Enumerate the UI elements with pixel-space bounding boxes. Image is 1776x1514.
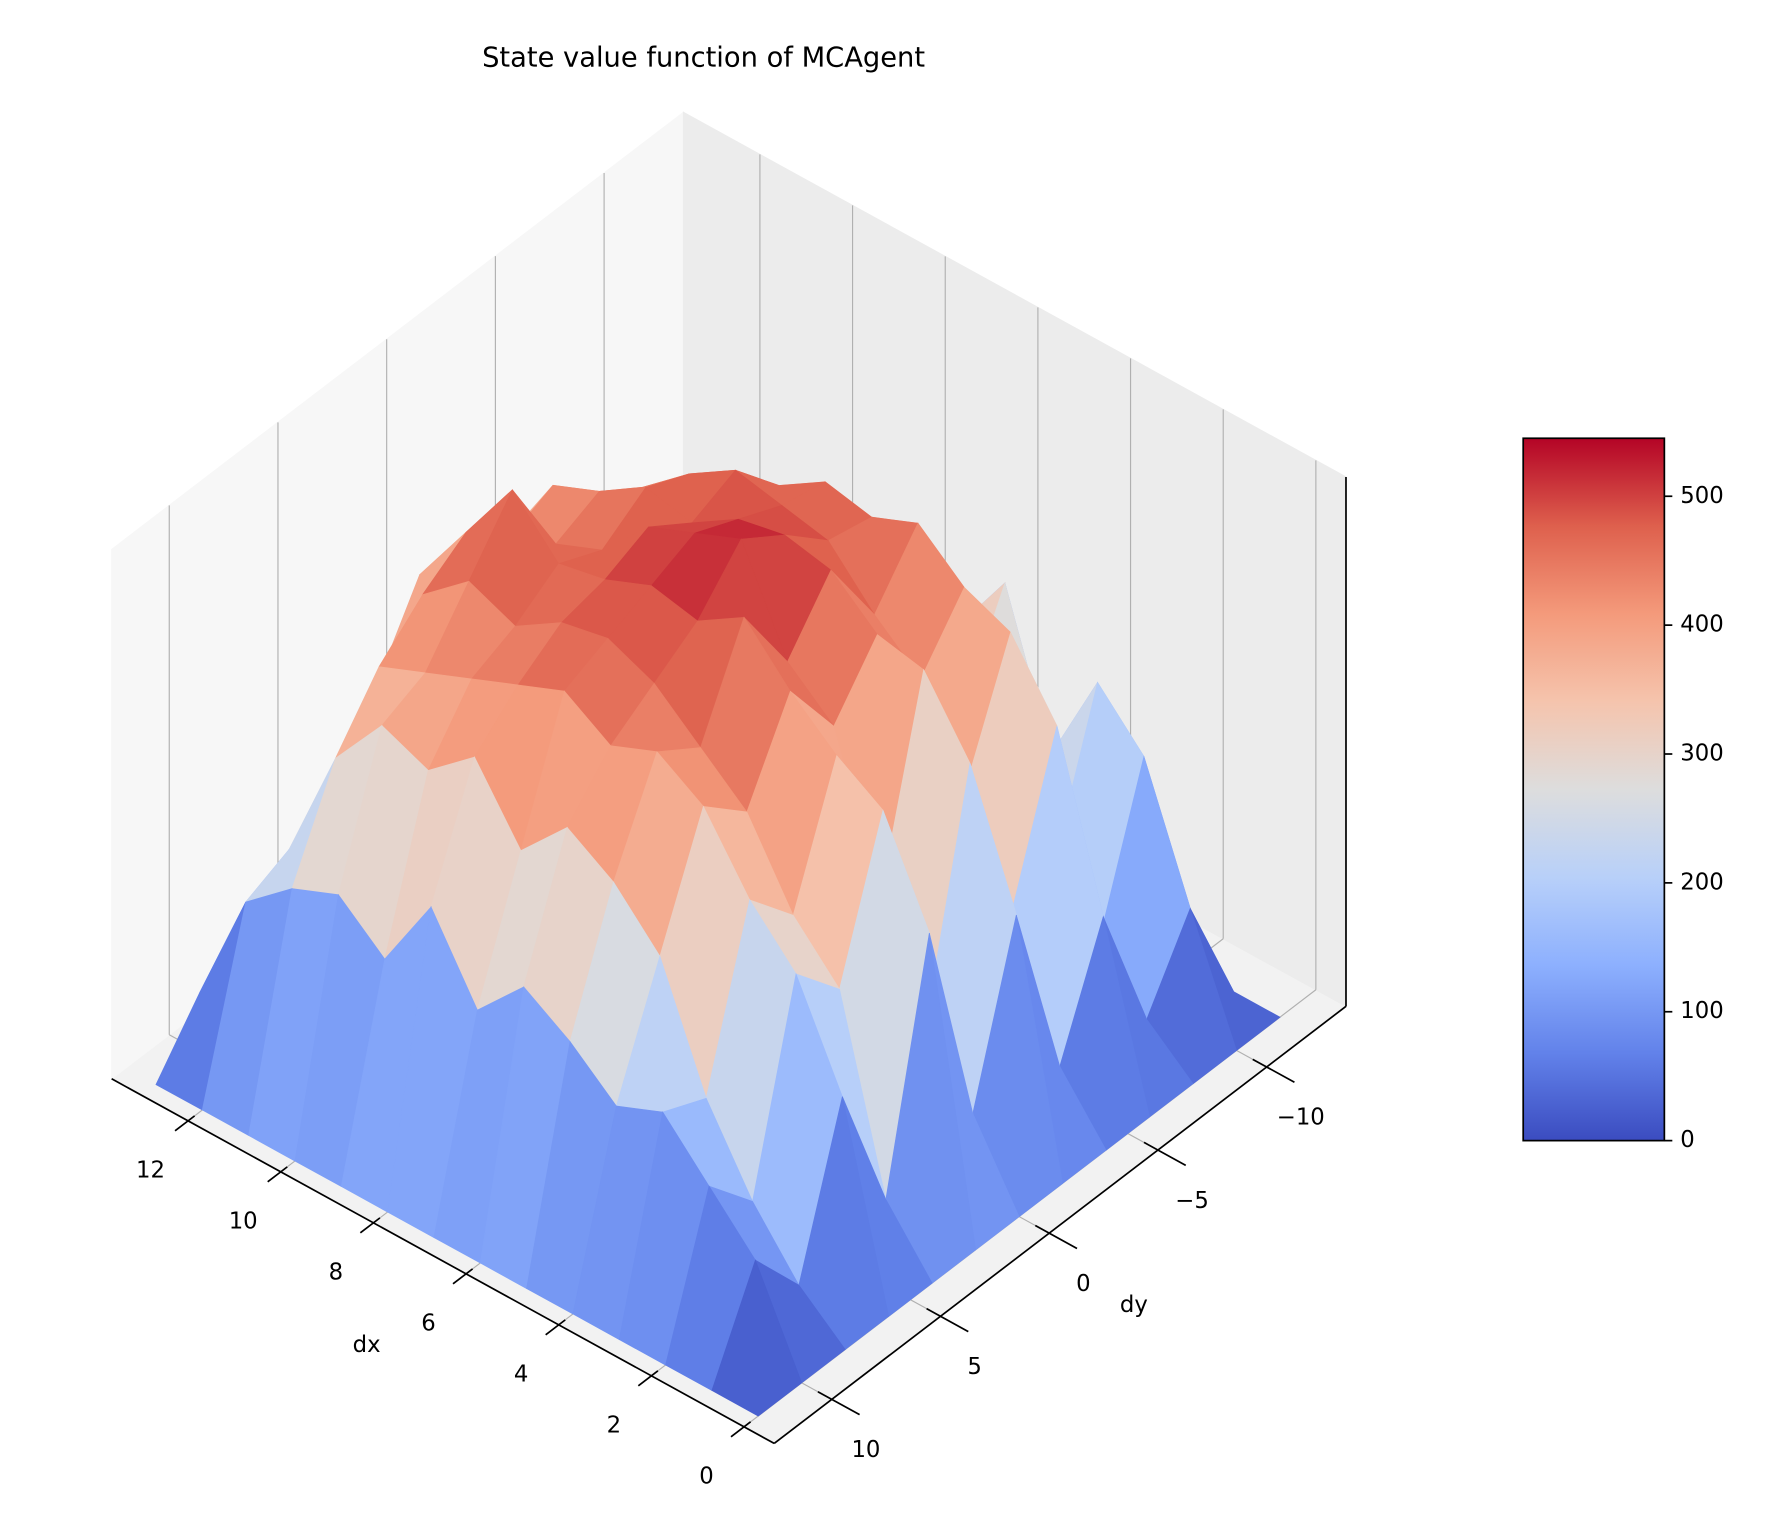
colorbar-tick-label: 400 (1680, 612, 1723, 638)
y-tick-label: −10 (1277, 1105, 1325, 1131)
x-tick (637, 1370, 659, 1387)
y-tick-label: 0 (1076, 1271, 1090, 1297)
x-tick-label: 8 (329, 1259, 343, 1285)
colorbar-tick-label: 500 (1680, 483, 1723, 509)
colorbar (1522, 437, 1666, 1142)
y-tick (1143, 1141, 1187, 1167)
x-tick (174, 1115, 196, 1132)
y-tick-label: 10 (851, 1437, 880, 1463)
x-tick-label: 10 (229, 1208, 258, 1234)
x-tick (730, 1421, 752, 1438)
y-tick-label: −5 (1175, 1188, 1209, 1214)
colorbar-tick-label: 300 (1680, 741, 1723, 767)
x-tick (452, 1268, 474, 1285)
x-tick-label: 4 (514, 1361, 528, 1387)
y-tick (926, 1307, 969, 1333)
x-axis-label: dx (353, 1332, 381, 1358)
x-axis-line (111, 1078, 775, 1445)
x-tick (359, 1217, 381, 1234)
y-axis-line (773, 1005, 1347, 1445)
chart-title: State value function of MCAgent (482, 43, 925, 74)
y-tick (1034, 1224, 1078, 1250)
colorbar-tick-label: 200 (1680, 869, 1723, 895)
colorbar-tick-label: 100 (1680, 998, 1723, 1024)
y-tick (817, 1390, 860, 1416)
y-tick (1252, 1058, 1295, 1084)
colorbar-tick-label: 0 (1680, 1127, 1694, 1153)
x-tick-label: 2 (607, 1412, 621, 1438)
x-tick (545, 1319, 566, 1336)
x-tick (267, 1166, 288, 1183)
x-tick-label: 6 (421, 1310, 435, 1336)
x-tick-label: 0 (699, 1463, 713, 1489)
surface-face (711, 1259, 803, 1417)
x-tick-label: 12 (136, 1157, 165, 1183)
y-tick-label: 5 (967, 1354, 981, 1380)
y-axis-label: dy (1120, 1292, 1148, 1318)
